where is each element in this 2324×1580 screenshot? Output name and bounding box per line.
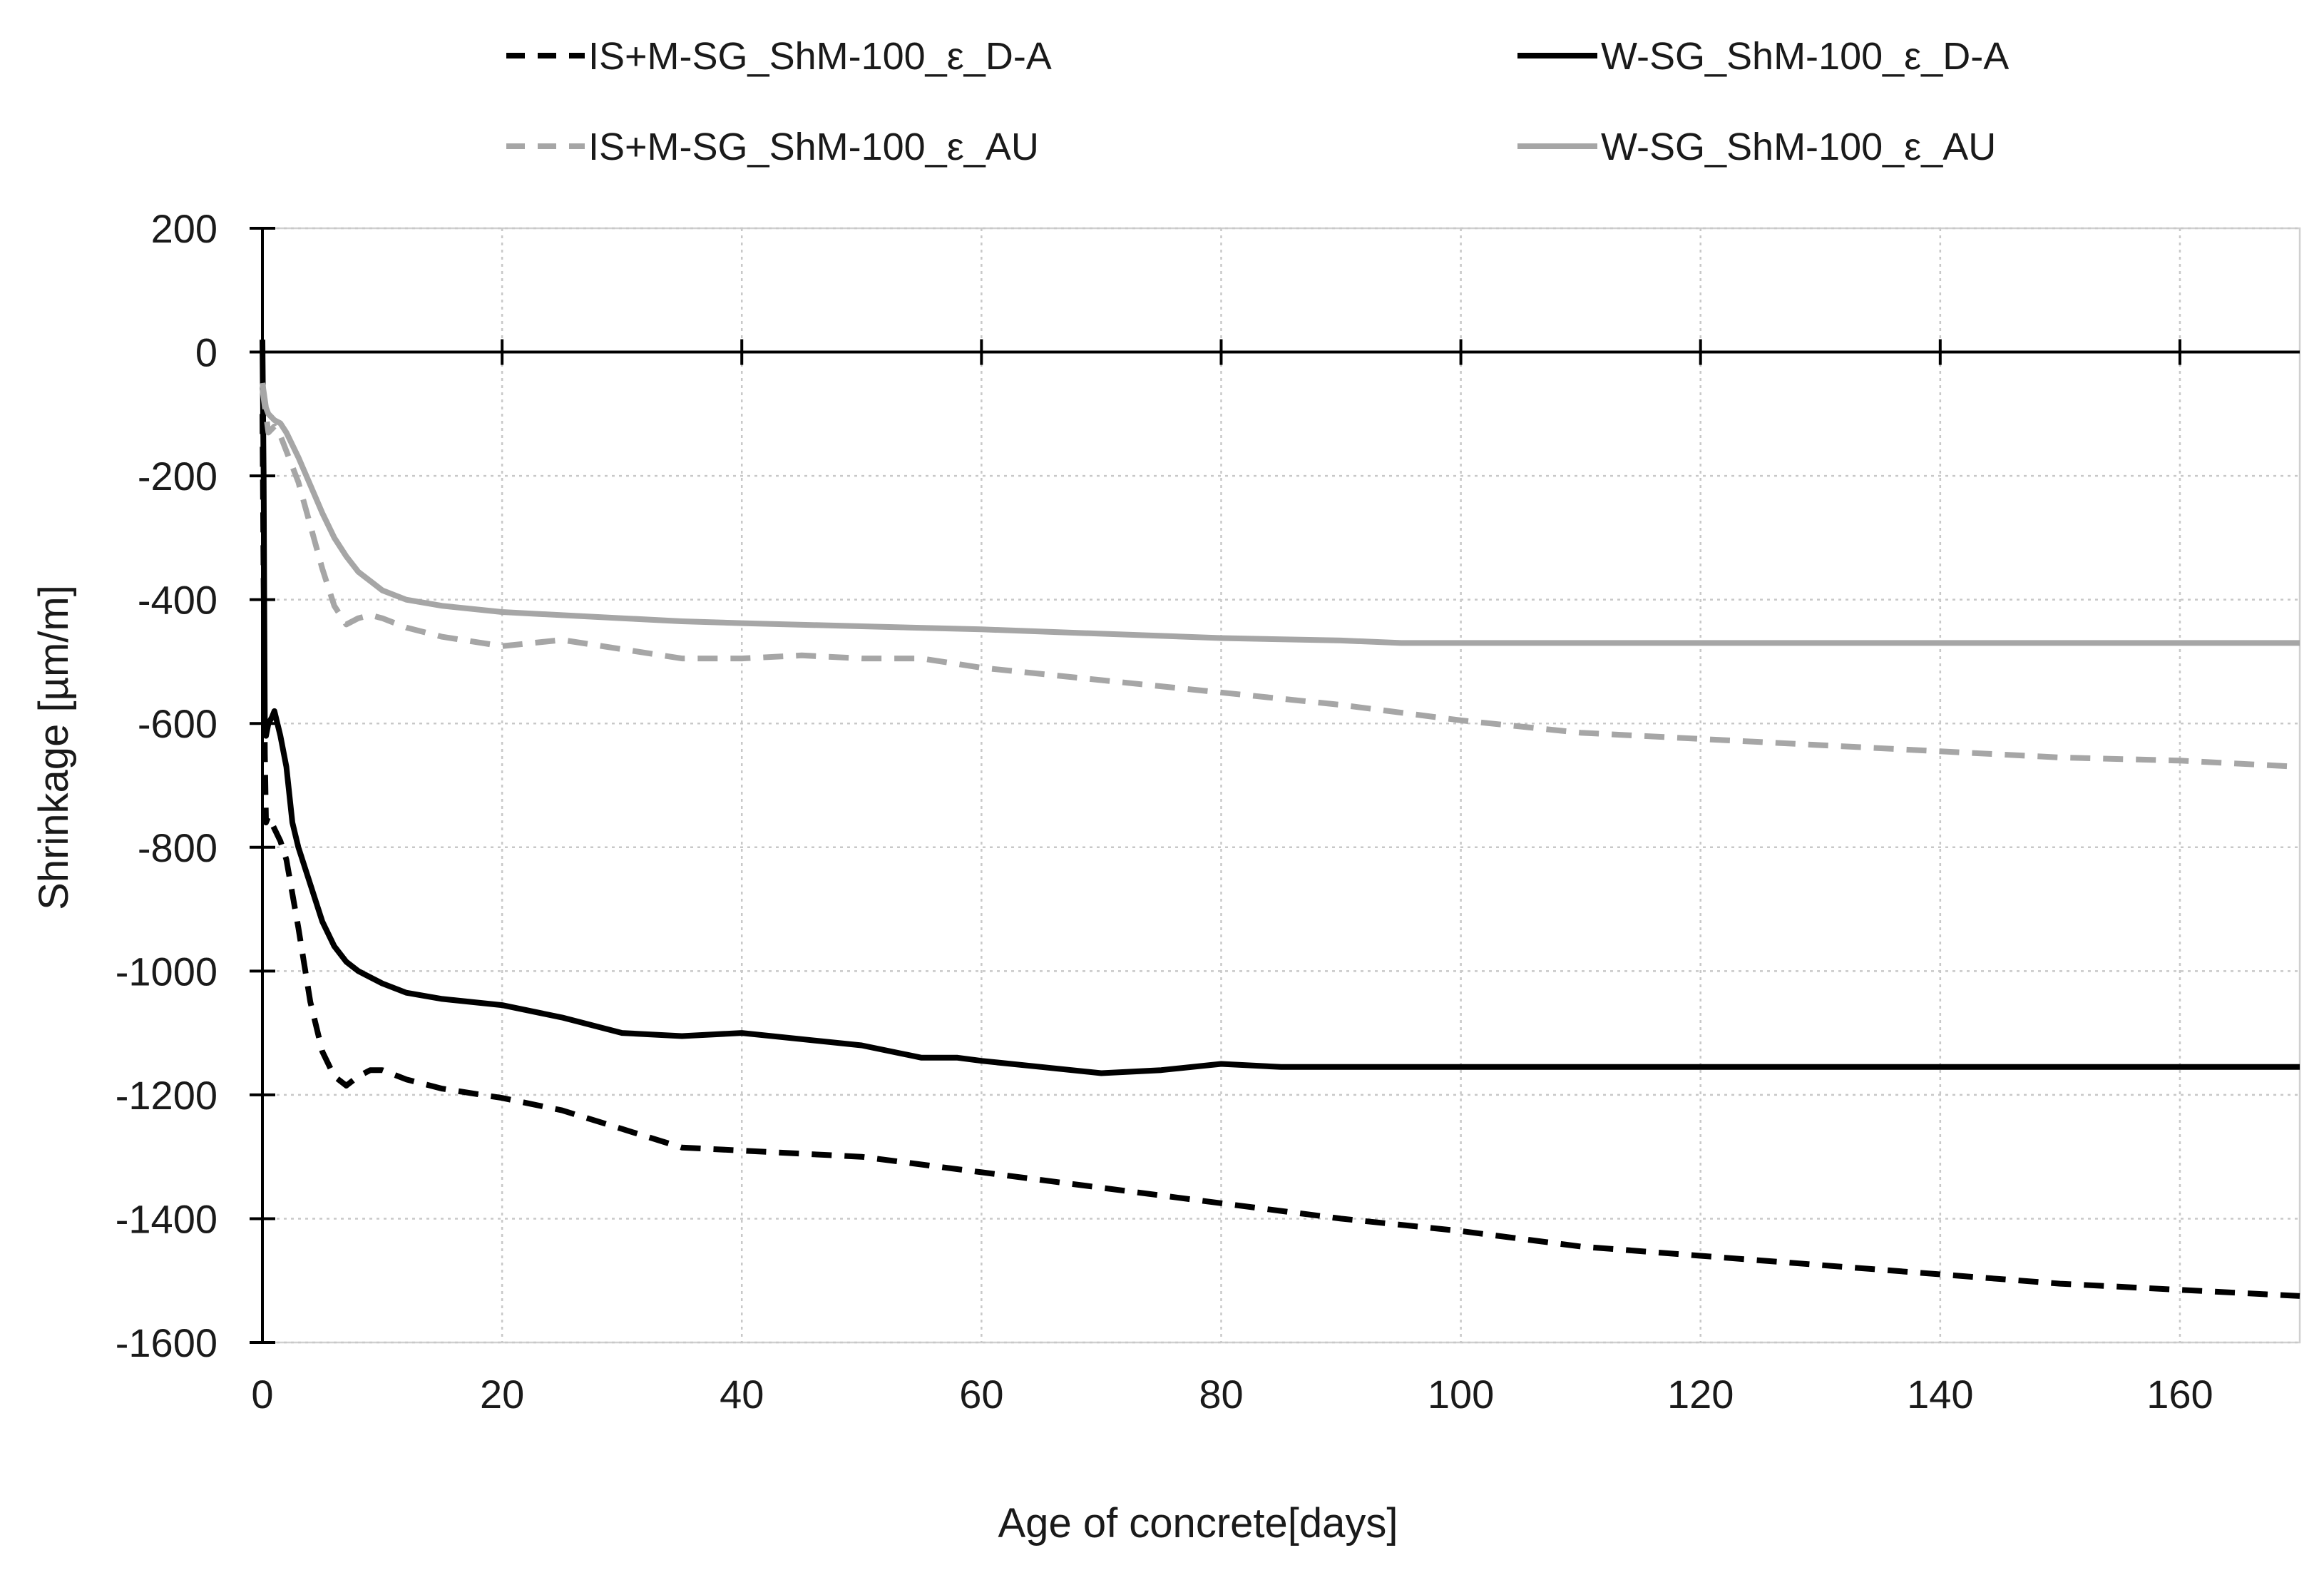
legend-item-is-m-au[interactable]: IS+M-SG_ShM-100_ε_AU bbox=[506, 126, 1039, 168]
x-tick-label-20: 20 bbox=[480, 1372, 524, 1417]
x-tick-label-80: 80 bbox=[1199, 1372, 1243, 1417]
series-is-m-d-a-line bbox=[260, 414, 2300, 1299]
series-w-au-line bbox=[260, 382, 2300, 646]
x-tick-label-0: 0 bbox=[251, 1372, 273, 1417]
legend-label-w-d-a: W-SG_ShM-100_ε_D-A bbox=[1601, 35, 2009, 78]
x-tick-label-140: 140 bbox=[1907, 1372, 1973, 1417]
y-tick-label-neg200: -200 bbox=[138, 454, 217, 499]
plot-area bbox=[261, 227, 2301, 1344]
y-axis-title: Shrinkage [µm/m] bbox=[31, 585, 77, 910]
series-is-m-au-line bbox=[260, 389, 2300, 770]
grid-lines bbox=[262, 227, 2300, 1344]
y-tick-label-neg1000: -1000 bbox=[116, 949, 217, 994]
tick-labels: 0 20 40 60 80 100 120 140 160 200 0 -200 -400 -600 -80… bbox=[116, 206, 2213, 1417]
x-tick-label-60: 60 bbox=[959, 1372, 1003, 1417]
legend-item-w-au[interactable]: W-SG_ShM-100_ε_AU bbox=[1517, 126, 1996, 168]
series-layer bbox=[260, 340, 2300, 1299]
y-tick-label-neg800: -800 bbox=[138, 825, 217, 870]
x-axis-title: Age of concrete[days] bbox=[998, 1500, 1398, 1546]
plot-background bbox=[261, 227, 2301, 1344]
y-tick-label-neg1600: -1600 bbox=[116, 1320, 217, 1365]
y-tick-label-neg400: -400 bbox=[138, 578, 217, 623]
x-tick-label-120: 120 bbox=[1667, 1372, 1734, 1417]
legend-label-is-m-au: IS+M-SG_ShM-100_ε_AU bbox=[588, 126, 1039, 168]
legend-item-w-d-a[interactable]: W-SG_ShM-100_ε_D-A bbox=[1517, 35, 2009, 78]
legend-item-is-m-d-a[interactable]: IS+M-SG_ShM-100_ε_D-A bbox=[506, 35, 1052, 78]
legend: IS+M-SG_ShM-100_ε_D-A W-SG_ShM-100_ε_D-A… bbox=[506, 35, 2009, 168]
x-tick-label-160: 160 bbox=[2146, 1372, 2213, 1417]
legend-label-w-au: W-SG_ShM-100_ε_AU bbox=[1601, 126, 1996, 168]
y-tick-label-neg1400: -1400 bbox=[116, 1196, 217, 1241]
y-tick-label-200: 200 bbox=[151, 206, 217, 251]
x-tick-label-40: 40 bbox=[720, 1372, 764, 1417]
y-tick-label-0: 0 bbox=[195, 330, 217, 375]
series-w-d-a-line bbox=[260, 340, 2300, 1076]
legend-label-is-m-d-a: IS+M-SG_ShM-100_ε_D-A bbox=[588, 35, 1052, 78]
x-tick-label-100: 100 bbox=[1428, 1372, 1494, 1417]
y-tick-label-neg1200: -1200 bbox=[116, 1073, 217, 1118]
y-tick-label-neg600: -600 bbox=[138, 701, 217, 746]
